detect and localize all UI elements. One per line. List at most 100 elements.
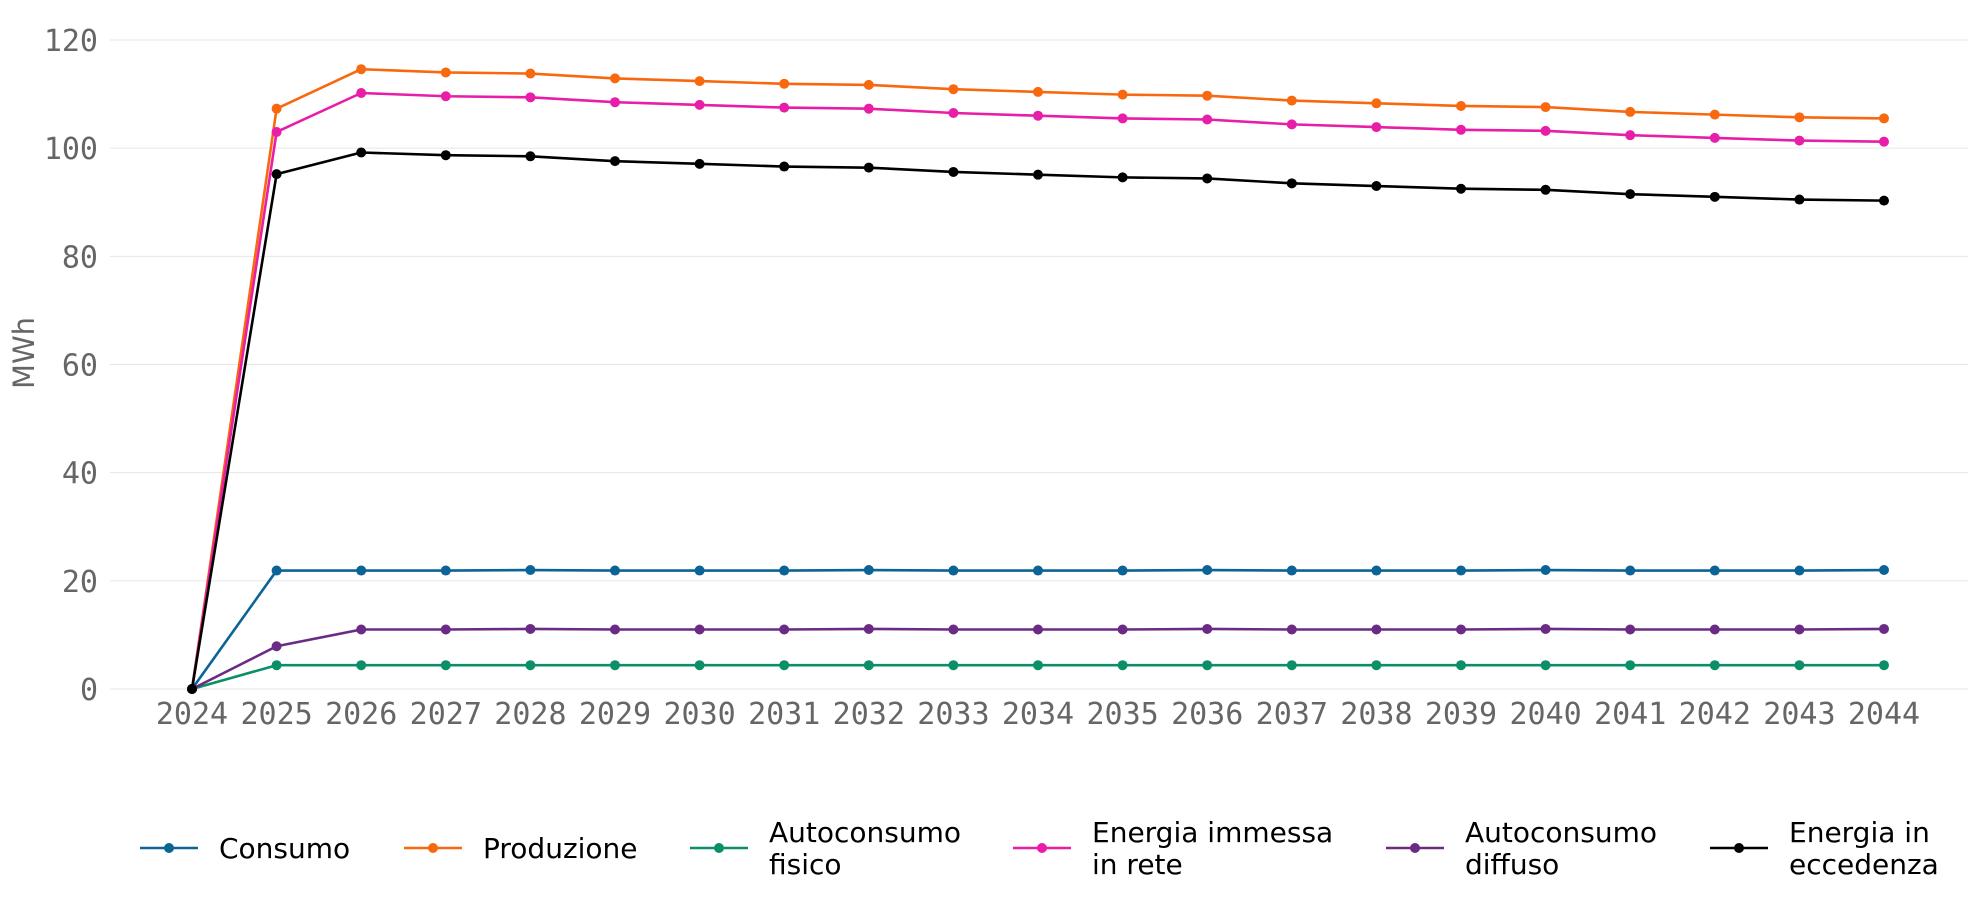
series-autoconsumo-diffuso (187, 623, 1889, 694)
data-point (779, 624, 790, 635)
data-point (863, 660, 874, 671)
legend-label: eccedenza (1789, 848, 1939, 881)
data-point (440, 91, 451, 102)
data-point (694, 99, 705, 110)
series-energia-in-eccedenza (187, 147, 1889, 694)
y-tick-label: 100 (44, 132, 98, 167)
x-axis-tick-labels: 2024 2025 2026 2027 2028 2029 2030 2031 2032 2033… (156, 697, 1920, 732)
data-point (610, 565, 620, 576)
legend-swatch-marker (1734, 843, 1744, 853)
data-point (1033, 624, 1043, 635)
data-point (863, 162, 874, 173)
series-line (190, 151, 1885, 690)
data-point (525, 151, 536, 162)
data-point (1879, 623, 1889, 634)
data-point (779, 161, 790, 172)
gridlines (110, 39, 1968, 690)
data-point (1286, 119, 1297, 130)
legend-label: Autoconsumo (769, 816, 961, 849)
legend-item: Produzione (404, 832, 638, 865)
data-point (525, 565, 536, 576)
data-point (271, 660, 282, 671)
x-tick-label: 2040 (1509, 697, 1581, 732)
data-point (1371, 98, 1382, 109)
data-point (440, 660, 451, 671)
x-tick-label: 2044 (1848, 697, 1920, 732)
data-point (948, 624, 959, 635)
data-point (187, 684, 197, 694)
x-tick-label: 2035 (1086, 697, 1158, 732)
data-point (863, 623, 874, 634)
data-point (1371, 122, 1382, 133)
data-point (1456, 124, 1466, 135)
x-tick-label: 2025 (240, 697, 312, 732)
x-tick-label: 2026 (325, 697, 397, 732)
data-point (525, 68, 536, 79)
data-point (1540, 565, 1551, 576)
legend: Consumo Produzione AutoconsumofisicoEnergi… (140, 816, 1939, 881)
data-point (1033, 565, 1043, 576)
data-point (356, 147, 367, 158)
legend-swatch-marker (1410, 843, 1420, 853)
data-point (694, 660, 705, 671)
data-point (863, 103, 874, 114)
data-point (1117, 113, 1128, 124)
data-point (1202, 114, 1213, 125)
x-tick-label: 2034 (1002, 697, 1074, 732)
data-point (356, 624, 367, 635)
data-point (779, 660, 790, 671)
data-point (610, 156, 620, 167)
x-tick-label: 2030 (663, 697, 735, 732)
legend-label: Consumo (219, 832, 350, 865)
data-point (271, 126, 282, 137)
data-point (440, 67, 451, 78)
legend-label: in rete (1092, 848, 1183, 881)
data-point (1709, 191, 1720, 202)
data-point (1371, 181, 1382, 192)
data-point (1879, 565, 1889, 576)
data-point (948, 660, 959, 671)
data-point (1540, 102, 1551, 113)
x-tick-label: 2033 (917, 697, 989, 732)
data-point (1033, 660, 1043, 671)
data-point (1879, 113, 1889, 124)
data-point (271, 169, 282, 180)
data-point (271, 103, 282, 114)
data-point (1371, 624, 1382, 635)
data-point (440, 565, 451, 576)
data-point (1286, 624, 1297, 635)
series-line (190, 91, 1885, 690)
data-point (1117, 660, 1128, 671)
data-point (1202, 173, 1213, 184)
data-point (1879, 195, 1889, 206)
series-line (191, 627, 1885, 691)
x-tick-label: 2038 (1340, 697, 1412, 732)
x-tick-label: 2024 (156, 697, 228, 732)
data-point (1202, 660, 1213, 671)
data-point (948, 84, 959, 95)
x-tick-label: 2037 (1256, 697, 1328, 732)
data-point (779, 102, 790, 113)
data-point (1202, 565, 1213, 576)
data-point (1709, 660, 1720, 671)
data-point (1117, 565, 1128, 576)
data-point (356, 88, 367, 99)
legend-swatch-marker (1037, 843, 1047, 853)
data-point (1033, 110, 1043, 121)
data-point (1794, 660, 1805, 671)
data-point (1794, 135, 1805, 146)
x-tick-label: 2032 (833, 697, 905, 732)
data-point (694, 76, 705, 87)
data-point (1456, 624, 1466, 635)
series-autoconsumo-fisico (187, 660, 1889, 694)
x-tick-label: 2027 (410, 697, 482, 732)
data-point (440, 624, 451, 635)
data-point (1117, 172, 1128, 183)
data-point (1033, 86, 1043, 97)
data-point (1540, 184, 1551, 195)
data-point (1033, 169, 1043, 180)
data-point (694, 624, 705, 635)
